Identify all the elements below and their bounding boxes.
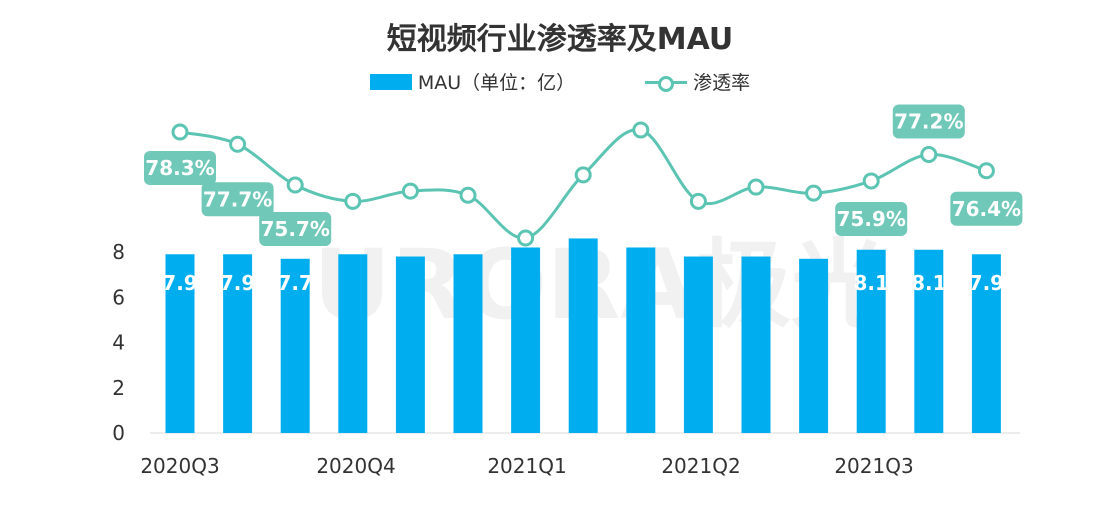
mau-bar	[223, 254, 253, 433]
legend-line-swatch	[645, 74, 688, 92]
y-tick-label: 4	[112, 331, 125, 355]
penetration-point	[286, 176, 304, 194]
legend-item-mau: MAU（单位：亿）	[369, 68, 576, 95]
mau-bar	[799, 258, 829, 433]
legend-bar-swatch	[369, 73, 412, 90]
penetration-point	[517, 229, 535, 247]
penetration-point	[229, 135, 247, 153]
mau-bar-label: 8.1	[853, 271, 888, 295]
axis-layer: 0 2 4 6 8 2020Q3 2020Q4 2021Q1 2021Q2 2021Q3	[112, 240, 1020, 478]
chart-title: 短视频行业渗透率及MAU	[386, 22, 734, 57]
penetration-label-box	[950, 191, 1023, 226]
mau-bar	[280, 258, 310, 433]
penetration-label-box	[201, 182, 274, 217]
mau-bar-label: 7.9	[969, 271, 1004, 295]
penetration-label: 78.3%	[145, 156, 214, 180]
penetration-label: 77.7%	[203, 187, 272, 211]
x-tick-label: 2020Q4	[316, 454, 395, 478]
mau-bar	[165, 254, 195, 433]
mau-bar	[971, 254, 1001, 433]
mau-bar-label: 7.7	[277, 271, 312, 295]
legend-label-penetration: 渗透率	[693, 72, 751, 94]
penetration-label: 75.9%	[837, 207, 906, 231]
x-tick-label: 2021Q1	[487, 454, 566, 478]
mau-bar	[395, 256, 425, 433]
mau-bar	[568, 238, 598, 433]
penetration-point	[171, 123, 189, 141]
mau-bar	[683, 256, 713, 433]
x-tick-label: 2021Q3	[834, 454, 913, 478]
mau-bar	[338, 254, 368, 433]
x-tick-label: 2021Q2	[661, 454, 740, 478]
mau-bar	[914, 249, 944, 433]
mau-bar-label: 7.9	[220, 271, 255, 295]
line-layer	[171, 121, 995, 247]
y-tick-label: 6	[112, 285, 125, 309]
y-tick-label: 2	[112, 376, 125, 400]
y-tick-label: 8	[112, 240, 125, 264]
penetration-label-box	[259, 212, 332, 247]
mau-bar	[626, 247, 656, 433]
penetration-label-box	[835, 201, 908, 236]
penetration-label-box	[144, 151, 216, 186]
penetration-point	[747, 178, 765, 196]
penetration-label: 77.2%	[894, 109, 963, 133]
bar-layer	[165, 238, 1001, 433]
penetration-point	[920, 145, 938, 163]
penetration-point	[862, 172, 880, 190]
penetration-label: 76.4%	[952, 197, 1021, 221]
mau-bar	[511, 247, 541, 433]
mau-bar	[856, 249, 886, 433]
penetration-label-box	[892, 104, 965, 139]
penetration-point	[805, 184, 823, 202]
penetration-point	[632, 121, 650, 139]
penetration-point	[977, 162, 995, 180]
x-tick-label: 2020Q3	[140, 454, 219, 478]
penetration-point	[401, 182, 419, 200]
penetration-label: 75.7%	[261, 217, 330, 241]
legend: MAU（单位：亿） 渗透率	[0, 68, 1120, 95]
y-tick-label: 0	[112, 421, 125, 445]
label-layer: 7.9 7.9 7.7 8.1 8.1 7.9 78.3% 77.7% 75.7% 75.9% 77…	[144, 104, 1023, 295]
legend-item-penetration: 渗透率	[645, 68, 750, 95]
penetration-point	[689, 192, 707, 210]
mau-bar	[453, 254, 483, 433]
penetration-point	[574, 166, 592, 184]
legend-label-mau: MAU（单位：亿）	[417, 72, 576, 94]
mau-bar	[741, 256, 771, 433]
mau-bar-label: 7.9	[162, 271, 197, 295]
mau-bar-label: 8.1	[911, 271, 946, 295]
penetration-point	[459, 186, 477, 204]
penetration-point	[344, 192, 362, 210]
